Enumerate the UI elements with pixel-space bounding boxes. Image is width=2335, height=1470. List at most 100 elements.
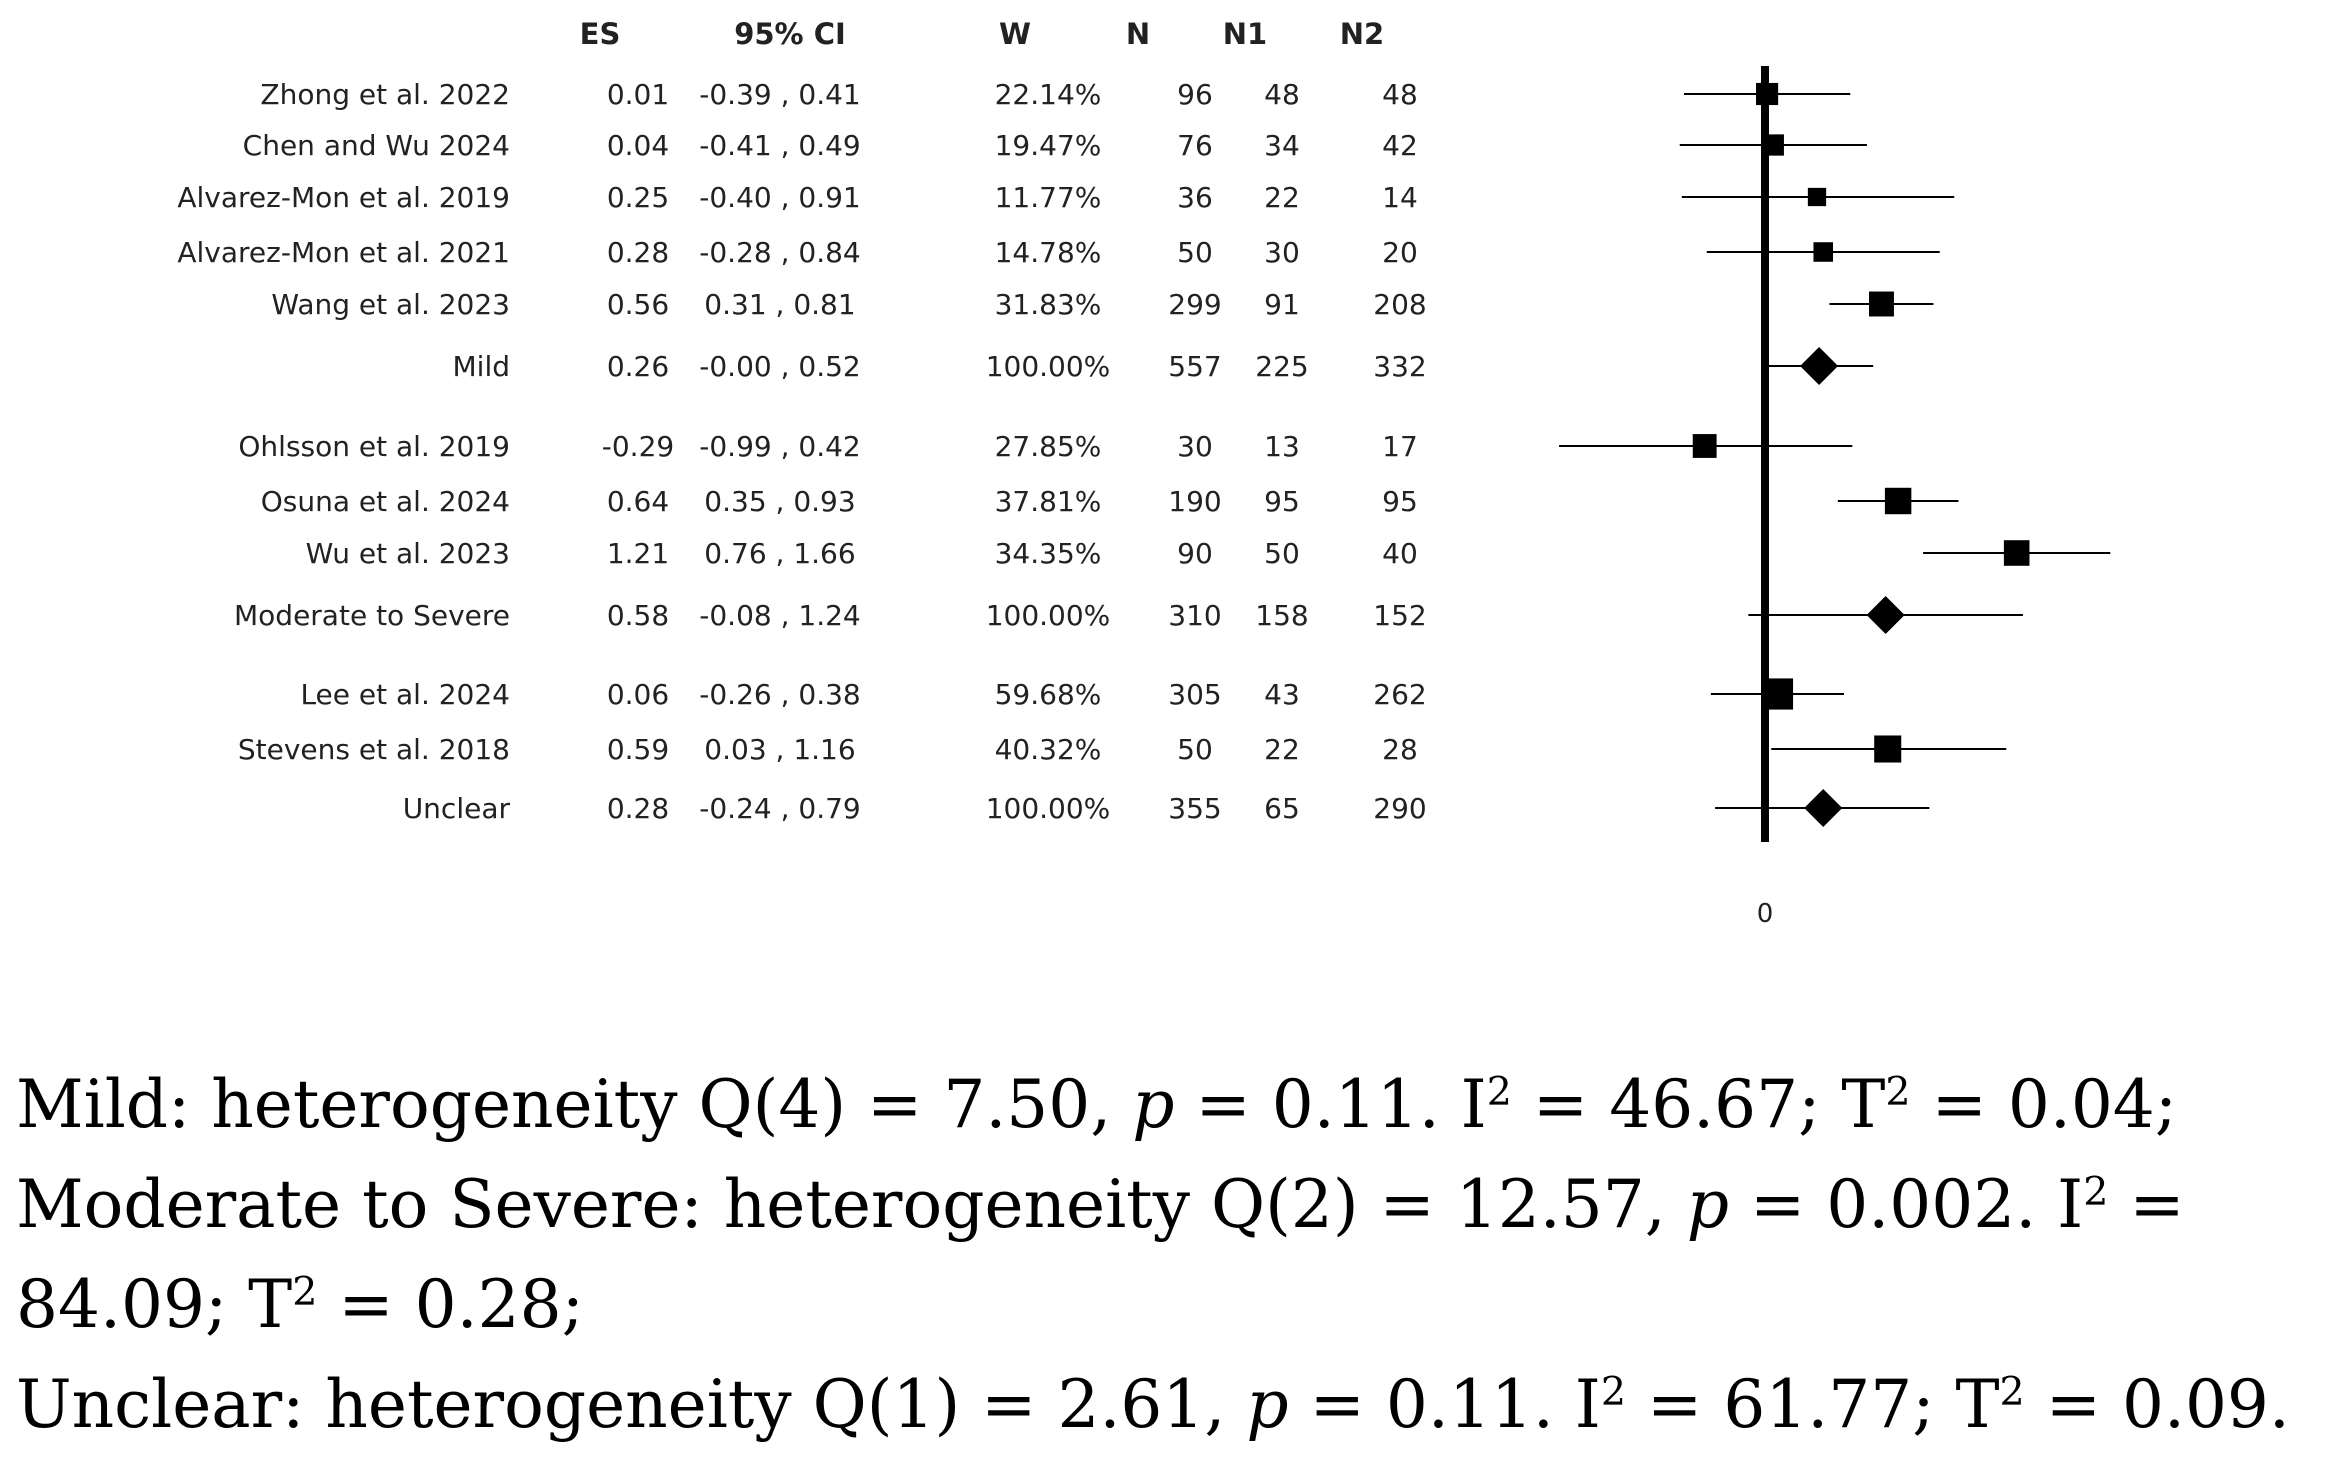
n1-value: 22 <box>1264 733 1300 766</box>
ci-value: -0.24 , 0.79 <box>699 792 861 825</box>
es-value: 0.56 <box>607 288 669 321</box>
table-rows: Zhong et al. 2022 0.01 -0.39 , 0.41 22.14% 9… <box>177 78 1426 825</box>
n2-value: 28 <box>1382 733 1418 766</box>
column-header: ES <box>580 17 621 51</box>
effect-square <box>1813 242 1834 262</box>
n-value: 305 <box>1168 678 1221 711</box>
effect-square <box>2003 540 2030 566</box>
n-value: 76 <box>1177 129 1213 162</box>
n-value: 50 <box>1177 236 1213 269</box>
es-value: 0.04 <box>607 129 669 162</box>
note-group: Mild: <box>16 1066 191 1143</box>
n2-value: 14 <box>1382 181 1418 214</box>
n1-value: 50 <box>1264 537 1300 570</box>
effect-square <box>1884 487 1912 515</box>
n1-value: 95 <box>1264 485 1300 518</box>
weight-value: 27.85% <box>995 430 1102 463</box>
column-header: N1 <box>1223 17 1267 51</box>
summary-label: Mild <box>453 350 511 383</box>
es-value: -0.29 <box>602 430 674 463</box>
ci-value: 0.76 , 1.66 <box>704 537 855 570</box>
plot-marks: 0 <box>1559 66 2111 929</box>
n1-value: 13 <box>1264 430 1300 463</box>
study-label: Alvarez-Mon et al. 2019 <box>177 181 510 214</box>
ci-value: -0.00 , 0.52 <box>699 350 861 383</box>
n-value: 355 <box>1168 792 1221 825</box>
es-value: 0.28 <box>607 792 669 825</box>
ci-value: -0.40 , 0.91 <box>699 181 861 214</box>
es-value: 0.58 <box>607 599 669 632</box>
zero-tick-label: 0 <box>1757 899 1774 929</box>
n2-value: 290 <box>1373 792 1426 825</box>
n1-value: 158 <box>1255 599 1308 632</box>
n-value: 557 <box>1168 350 1221 383</box>
column-header: N <box>1126 17 1150 51</box>
n-value: 36 <box>1177 181 1213 214</box>
ci-value: -0.28 , 0.84 <box>699 236 861 269</box>
n2-value: 262 <box>1373 678 1426 711</box>
summary-diamond <box>1866 596 1905 634</box>
n2-value: 17 <box>1382 430 1418 463</box>
n-value: 90 <box>1177 537 1213 570</box>
study-label: Stevens et al. 2018 <box>238 733 510 766</box>
effect-square <box>1869 291 1894 317</box>
es-value: 0.64 <box>607 485 669 518</box>
note-mild: Mild: heterogeneity Q(4) = 7.50, p = 0.1… <box>16 1066 2178 1143</box>
weight-value: 59.68% <box>995 678 1102 711</box>
es-value: 1.21 <box>607 537 669 570</box>
study-label: Chen and Wu 2024 <box>243 129 510 162</box>
n2-value: 208 <box>1373 288 1426 321</box>
ci-value: -0.41 , 0.49 <box>699 129 861 162</box>
weight-value: 11.77% <box>995 181 1102 214</box>
es-value: 0.26 <box>607 350 669 383</box>
summary-diamond <box>1804 789 1843 827</box>
study-label: Osuna et al. 2024 <box>261 485 510 518</box>
summary-label: Unclear <box>403 792 511 825</box>
weight-value: 19.47% <box>995 129 1102 162</box>
es-value: 0.25 <box>607 181 669 214</box>
study-label: Lee et al. 2024 <box>300 678 510 711</box>
n1-value: 48 <box>1264 78 1300 111</box>
study-label: Zhong et al. 2022 <box>260 78 510 111</box>
weight-value: 31.83% <box>995 288 1102 321</box>
n1-value: 34 <box>1264 129 1300 162</box>
es-value: 0.28 <box>607 236 669 269</box>
note-unclear: Unclear: heterogeneity Q(1) = 2.61, p = … <box>16 1366 2290 1443</box>
weight-value: 37.81% <box>995 485 1102 518</box>
n1-value: 43 <box>1264 678 1300 711</box>
heterogeneity-notes: Mild: heterogeneity Q(4) = 7.50, p = 0.1… <box>16 1055 2326 1455</box>
es-value: 0.06 <box>607 678 669 711</box>
n1-value: 225 <box>1255 350 1308 383</box>
ci-value: -0.99 , 0.42 <box>699 430 861 463</box>
weight-value: 22.14% <box>995 78 1102 111</box>
n2-value: 332 <box>1373 350 1426 383</box>
n2-value: 152 <box>1373 599 1426 632</box>
column-header: N2 <box>1340 17 1384 51</box>
summary-label: Moderate to Severe <box>234 599 510 632</box>
forest-plot: ES 95% CI W N N1 N2 Zhong et al. 2022 0.01 -0.3… <box>177 17 2111 929</box>
summary-diamond <box>1800 347 1839 385</box>
n1-value: 65 <box>1264 792 1300 825</box>
n2-value: 42 <box>1382 129 1418 162</box>
n-value: 96 <box>1177 78 1213 111</box>
ci-value: -0.26 , 0.38 <box>699 678 861 711</box>
weight-value: 34.35% <box>995 537 1102 570</box>
weight-value: 40.32% <box>995 733 1102 766</box>
n1-value: 22 <box>1264 181 1300 214</box>
column-header: 95% CI <box>734 17 846 51</box>
ci-value: -0.39 , 0.41 <box>699 78 861 111</box>
n-value: 190 <box>1168 485 1221 518</box>
ci-value: -0.08 , 1.24 <box>699 599 861 632</box>
note-group: Moderate to Severe: <box>16 1166 703 1243</box>
note-moderate: Moderate to Severe: heterogeneity Q(2) =… <box>16 1166 2185 1343</box>
study-label: Alvarez-Mon et al. 2021 <box>177 236 510 269</box>
ci-value: 0.03 , 1.16 <box>704 733 855 766</box>
n1-value: 91 <box>1264 288 1300 321</box>
n-value: 310 <box>1168 599 1221 632</box>
n-value: 50 <box>1177 733 1213 766</box>
weight-value: 14.78% <box>995 236 1102 269</box>
note-group: Unclear: <box>16 1366 305 1443</box>
weight-value: 100.00% <box>986 350 1111 383</box>
n2-value: 48 <box>1382 78 1418 111</box>
study-label: Ohlsson et al. 2019 <box>238 430 510 463</box>
